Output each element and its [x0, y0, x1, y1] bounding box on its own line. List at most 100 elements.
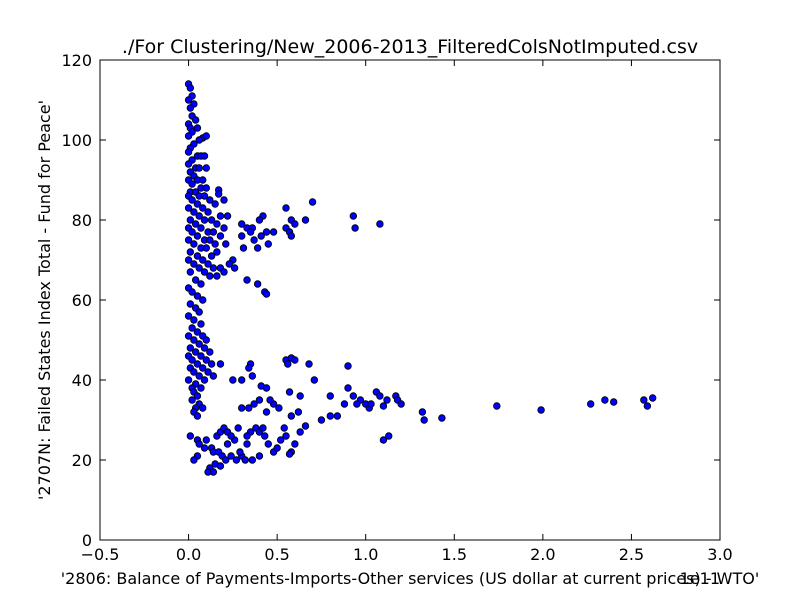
data-point: [188, 356, 196, 364]
x-tick-label: 3.0: [707, 545, 732, 564]
data-point: [229, 376, 237, 384]
data-point: [353, 400, 361, 408]
data-point: [245, 404, 253, 412]
data-point: [223, 440, 232, 448]
data-point: [259, 424, 267, 432]
data-point: [262, 228, 271, 236]
data-point: [285, 450, 294, 458]
data-point: [193, 200, 202, 208]
data-point: [184, 236, 193, 244]
data-point: [199, 364, 207, 372]
data-point: [284, 360, 292, 368]
data-point: [199, 176, 207, 184]
data-point: [248, 372, 257, 380]
data-point: [211, 240, 219, 248]
data-point: [333, 412, 342, 420]
data-point: [186, 216, 195, 224]
data-point: [227, 452, 235, 460]
data-point: [200, 152, 209, 160]
data-point: [266, 396, 274, 404]
data-point: [379, 402, 388, 410]
data-point: [287, 232, 296, 240]
data-point: [317, 416, 326, 424]
data-point: [206, 272, 214, 280]
data-point: [195, 136, 203, 144]
data-point: [186, 432, 195, 440]
data-point: [200, 344, 209, 352]
data-point: [397, 400, 405, 408]
x-axis-ticks: −0.5 0.0 0.5 1.0 1.5 2.0 2.5 3.0: [81, 60, 733, 564]
data-point: [269, 228, 278, 236]
y-tick-label: 60: [72, 291, 92, 310]
data-point: [216, 462, 225, 470]
data-point: [197, 320, 205, 328]
data-point: [184, 332, 193, 340]
data-point: [648, 394, 657, 402]
data-point: [184, 148, 193, 156]
data-point: [204, 208, 212, 216]
data-point: [197, 280, 205, 288]
data-point: [195, 440, 203, 448]
data-point: [232, 456, 241, 464]
data-point: [273, 444, 281, 452]
y-tick-label: 120: [61, 51, 92, 70]
data-point: [193, 328, 202, 336]
data-point: [326, 392, 334, 400]
data-point: [190, 316, 198, 324]
data-point: [213, 248, 221, 256]
data-point: [225, 260, 234, 268]
data-point: [310, 376, 319, 384]
chart-title: ./For Clustering/New_2006-2013_FilteredC…: [122, 36, 698, 58]
data-point: [199, 404, 207, 412]
data-point: [383, 396, 391, 404]
data-point: [238, 220, 246, 228]
data-point: [195, 372, 203, 380]
x-tick-label: −0.5: [81, 545, 120, 564]
data-point: [188, 180, 196, 188]
data-point: [236, 448, 244, 456]
data-point: [379, 436, 388, 444]
data-point: [246, 228, 255, 236]
data-point: [238, 404, 246, 412]
data-point: [193, 412, 202, 420]
data-point: [276, 436, 285, 444]
data-point: [418, 408, 427, 416]
y-tick-label: 40: [72, 371, 92, 390]
data-point: [211, 200, 219, 208]
data-point: [193, 392, 202, 400]
data-point: [326, 412, 334, 420]
data-point: [202, 164, 210, 172]
data-point: [296, 392, 304, 400]
data-point: [186, 104, 195, 112]
data-point: [241, 456, 249, 464]
data-point: [238, 232, 246, 240]
data-point: [262, 384, 271, 392]
data-point: [197, 352, 205, 360]
data-point: [191, 348, 200, 356]
data-point: [188, 196, 196, 204]
data-point: [257, 232, 265, 240]
data-point: [223, 212, 232, 220]
data-point: [216, 360, 225, 368]
data-point: [264, 240, 272, 248]
data-point: [193, 360, 202, 368]
data-point: [253, 244, 262, 252]
data-point: [376, 220, 384, 228]
data-point: [220, 196, 228, 204]
data-point: [238, 376, 246, 384]
data-point: [184, 160, 193, 168]
data-point: [438, 414, 446, 422]
data-point: [209, 264, 218, 272]
data-point: [601, 396, 609, 404]
data-point: [184, 204, 193, 212]
data-point: [308, 198, 317, 206]
data-point: [305, 360, 313, 368]
data-point: [340, 400, 349, 408]
data-point: [195, 164, 203, 172]
data-point: [204, 260, 212, 268]
points-layer: [184, 80, 657, 476]
data-point: [188, 324, 196, 332]
data-point: [206, 236, 214, 244]
data-point: [186, 344, 195, 352]
